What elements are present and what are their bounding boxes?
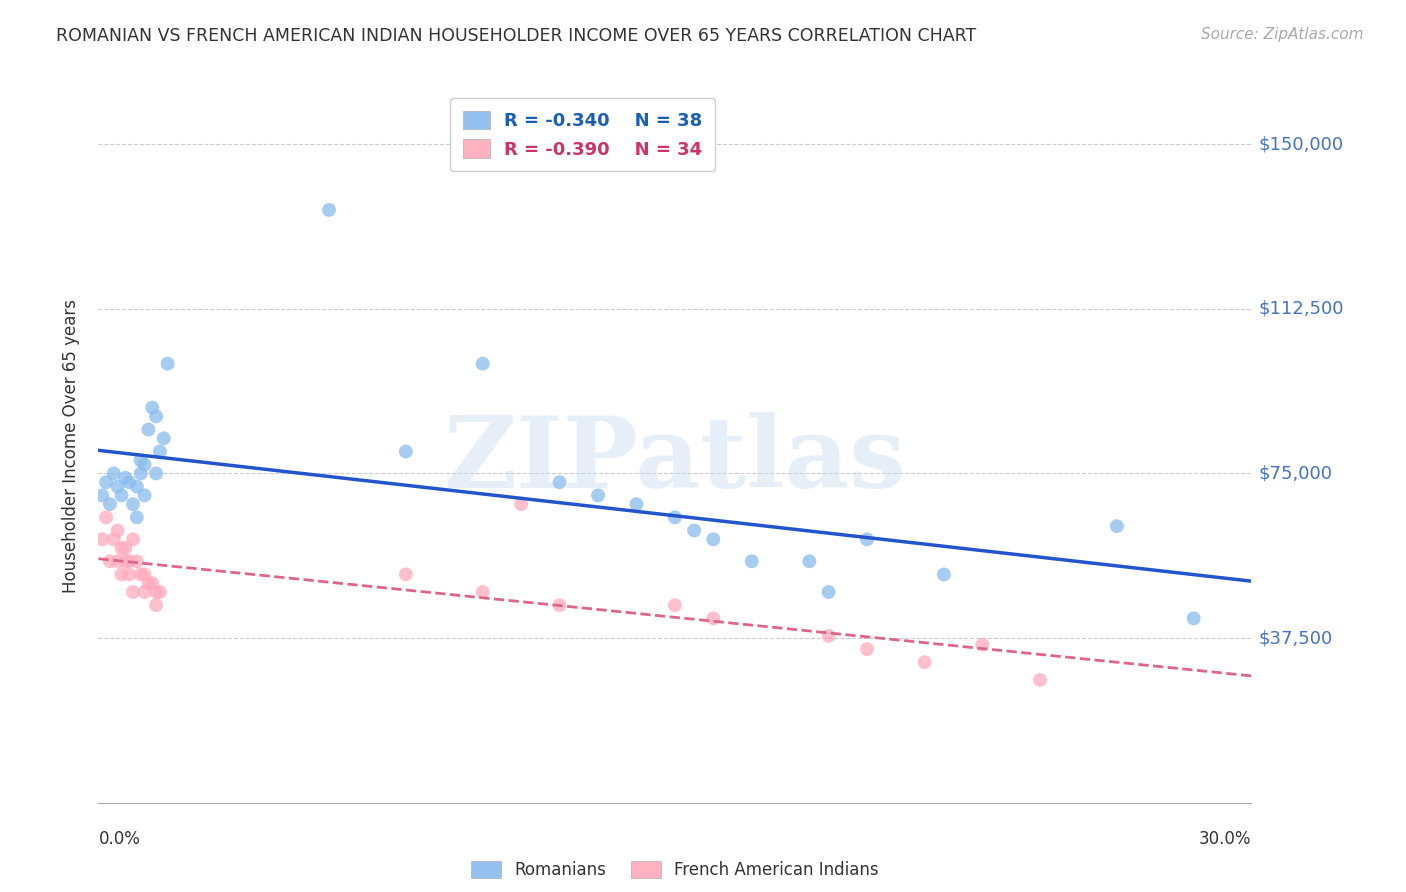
Point: [395, 567, 418, 582]
Text: $37,500: $37,500: [1258, 629, 1333, 647]
Point: [118, 475, 141, 490]
Point: [110, 567, 132, 582]
Point: [1105, 519, 1128, 533]
Point: [107, 554, 129, 568]
Point: [118, 554, 141, 568]
Point: [141, 576, 163, 591]
Point: [471, 585, 494, 599]
Point: [145, 409, 167, 424]
Point: [138, 423, 160, 437]
Text: 30.0%: 30.0%: [1199, 830, 1251, 847]
Point: [548, 598, 571, 612]
Point: [138, 576, 160, 591]
Point: [856, 642, 879, 657]
Point: [145, 467, 167, 481]
Point: [914, 655, 936, 669]
Point: [856, 533, 879, 547]
Point: [107, 524, 129, 538]
Point: [149, 585, 172, 599]
Point: [152, 431, 174, 445]
Point: [91, 488, 114, 502]
Point: [134, 567, 156, 582]
Point: [586, 488, 609, 502]
Point: [741, 554, 763, 568]
Point: [114, 471, 136, 485]
Point: [134, 488, 156, 502]
Point: [122, 585, 145, 599]
Point: [125, 554, 148, 568]
Point: [683, 524, 706, 538]
Point: [134, 585, 156, 599]
Point: [129, 467, 152, 481]
Point: [134, 458, 156, 472]
Point: [702, 611, 724, 625]
Point: [1029, 673, 1052, 687]
Point: [817, 585, 839, 599]
Point: [817, 629, 839, 643]
Legend: Romanians, French American Indians: Romanians, French American Indians: [463, 853, 887, 888]
Point: [156, 357, 179, 371]
Point: [932, 567, 955, 582]
Point: [702, 533, 724, 547]
Point: [98, 497, 121, 511]
Point: [626, 497, 648, 511]
Point: [125, 510, 148, 524]
Text: $112,500: $112,500: [1258, 300, 1344, 318]
Point: [118, 567, 141, 582]
Point: [972, 638, 994, 652]
Point: [94, 475, 117, 490]
Point: [110, 541, 132, 555]
Point: [122, 497, 145, 511]
Point: [318, 202, 340, 217]
Text: $75,000: $75,000: [1258, 465, 1333, 483]
Point: [799, 554, 821, 568]
Text: ROMANIAN VS FRENCH AMERICAN INDIAN HOUSEHOLDER INCOME OVER 65 YEARS CORRELATION : ROMANIAN VS FRENCH AMERICAN INDIAN HOUSE…: [56, 27, 977, 45]
Point: [103, 533, 125, 547]
Point: [145, 598, 167, 612]
Point: [141, 401, 163, 415]
Point: [98, 554, 121, 568]
Point: [91, 533, 114, 547]
Point: [548, 475, 571, 490]
Point: [122, 533, 145, 547]
Point: [149, 444, 172, 458]
Point: [94, 510, 117, 524]
Point: [107, 480, 129, 494]
Point: [664, 510, 686, 524]
Y-axis label: Householder Income Over 65 years: Householder Income Over 65 years: [62, 299, 80, 593]
Text: ZIPatlas: ZIPatlas: [444, 412, 905, 508]
Text: $150,000: $150,000: [1258, 135, 1344, 153]
Point: [125, 480, 148, 494]
Point: [395, 444, 418, 458]
Point: [1182, 611, 1205, 625]
Point: [114, 541, 136, 555]
Point: [145, 585, 167, 599]
Point: [664, 598, 686, 612]
Point: [129, 567, 152, 582]
Text: 0.0%: 0.0%: [98, 830, 141, 847]
Text: Source: ZipAtlas.com: Source: ZipAtlas.com: [1201, 27, 1364, 42]
Point: [114, 554, 136, 568]
Point: [103, 467, 125, 481]
Point: [110, 488, 132, 502]
Point: [510, 497, 533, 511]
Point: [129, 453, 152, 467]
Point: [471, 357, 494, 371]
